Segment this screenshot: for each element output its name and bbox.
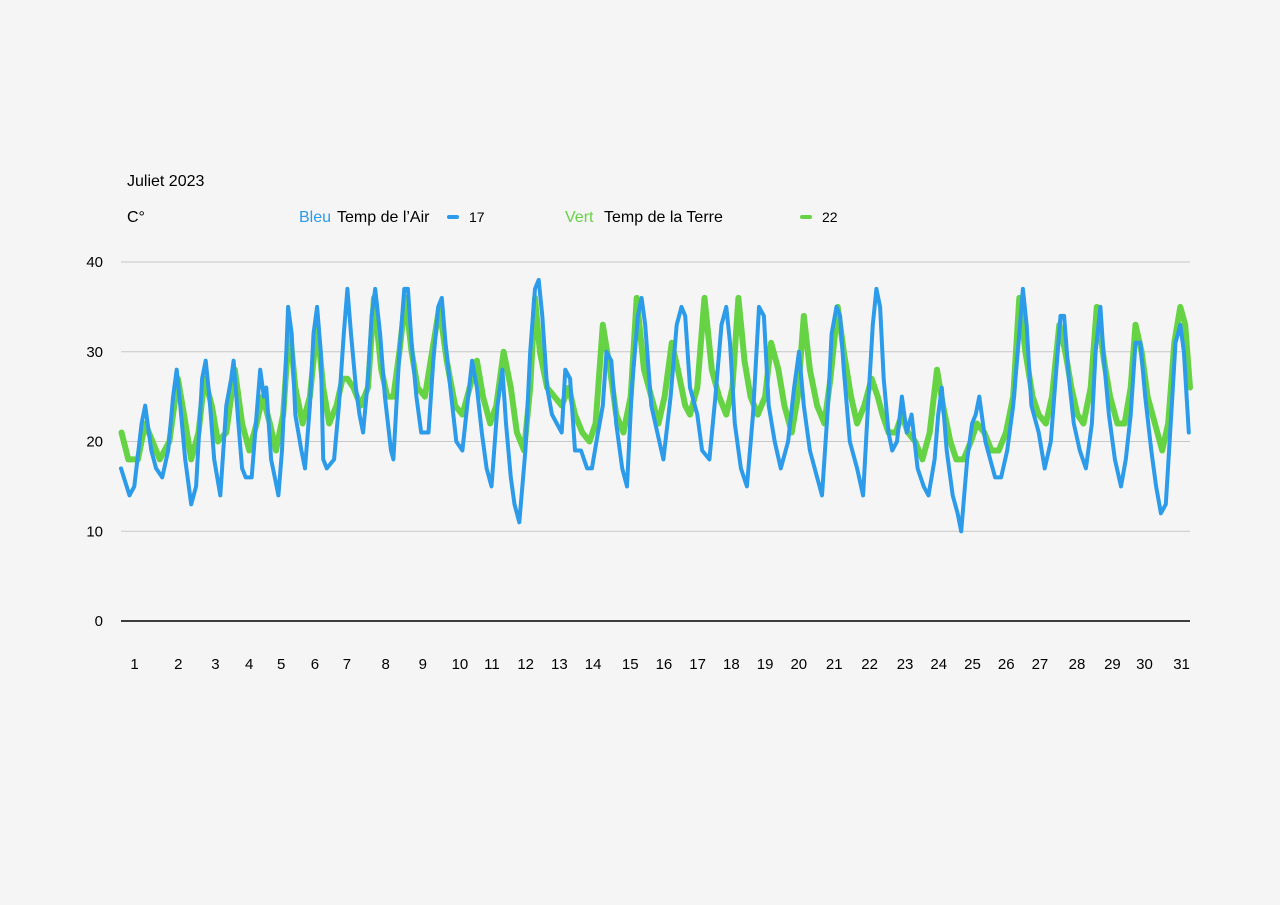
- x-tick-label: 3: [211, 656, 219, 673]
- x-tick-label: 7: [343, 656, 351, 673]
- x-tick-label: 30: [1136, 656, 1153, 673]
- x-tick-label: 27: [1032, 656, 1049, 673]
- legend-ground-color-word: Vert: [565, 209, 594, 226]
- x-tick-label: 23: [897, 656, 914, 673]
- x-tick-label: 17: [689, 656, 706, 673]
- x-tick-label: 10: [452, 656, 469, 673]
- x-tick-label: 6: [311, 656, 319, 673]
- series-lines: [118, 277, 1193, 534]
- y-tick-labels: 0 10 20 30 40: [86, 254, 103, 630]
- x-tick-label: 5: [277, 656, 285, 673]
- legend-air-label: Temp de l’Air: [337, 209, 430, 226]
- x-tick-label: 13: [551, 656, 568, 673]
- x-tick-label: 9: [419, 656, 427, 673]
- legend-ground-value: 22: [822, 209, 838, 225]
- y-tick-label: 10: [86, 523, 103, 540]
- legend-ground-swatch: [800, 215, 812, 219]
- x-tick-label: 24: [930, 656, 947, 673]
- x-tick-label: 4: [245, 656, 253, 673]
- x-tick-label: 12: [517, 656, 534, 673]
- x-tick-label: 26: [998, 656, 1015, 673]
- x-tick-label: 16: [656, 656, 673, 673]
- x-tick-label: 8: [382, 656, 390, 673]
- y-tick-label: 0: [95, 613, 103, 630]
- y-axis-unit-label: C°: [127, 209, 145, 226]
- x-tick-labels: 1 2 3 4 5 6 7 8 9 10 11 12 13 14 15 16 17 18 19 20 21 22 23 24 2…: [130, 656, 1190, 673]
- y-tick-label: 30: [86, 344, 103, 361]
- y-tick-label: 20: [86, 434, 103, 451]
- x-tick-label: 1: [130, 656, 138, 673]
- x-tick-label: 28: [1069, 656, 1086, 673]
- x-tick-label: 11: [484, 656, 500, 673]
- x-tick-label: 14: [585, 656, 602, 673]
- chart-title: Juliet 2023: [127, 173, 205, 190]
- x-tick-label: 29: [1104, 656, 1121, 673]
- series-line-air: [119, 277, 1191, 534]
- legend-air-swatch: [447, 215, 459, 219]
- x-tick-label: 19: [757, 656, 774, 673]
- x-tick-label: 2: [174, 656, 182, 673]
- y-tick-label: 40: [86, 254, 103, 271]
- x-tick-label: 20: [790, 656, 807, 673]
- x-tick-label: 22: [861, 656, 878, 673]
- x-tick-label: 21: [826, 656, 843, 673]
- x-tick-label: 25: [964, 656, 981, 673]
- legend-air-value: 17: [469, 209, 485, 225]
- x-tick-label: 18: [723, 656, 740, 673]
- legend-ground-label: Temp de la Terre: [604, 209, 723, 226]
- legend-air-color-word: Bleu: [299, 209, 332, 226]
- x-tick-label: 31: [1173, 656, 1190, 673]
- x-tick-label: 15: [622, 656, 639, 673]
